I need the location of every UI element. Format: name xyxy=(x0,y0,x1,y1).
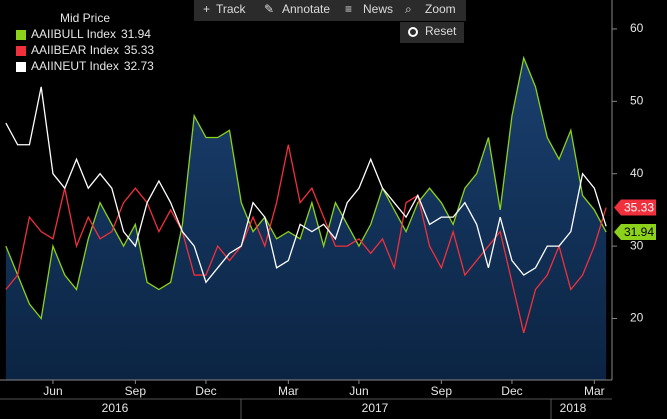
legend-value: 35.33 xyxy=(124,43,154,57)
year-label: 2017 xyxy=(362,401,389,415)
area xyxy=(5,57,607,381)
toolbar-label[interactable]: News xyxy=(363,2,393,16)
y-tick-label: 20 xyxy=(630,311,644,325)
legend-name: AAIIBULL Index xyxy=(31,27,116,41)
legend-swatch xyxy=(16,30,26,40)
legend-value: 31.94 xyxy=(121,27,151,41)
axis-tag xyxy=(614,199,656,216)
line xyxy=(5,144,607,334)
x-tick-label: Sep xyxy=(125,384,147,398)
year-label: 2018 xyxy=(560,401,587,415)
legend-title: Mid Price xyxy=(60,11,110,25)
toolbar-label[interactable]: Track xyxy=(216,2,247,16)
annotate-icon: ✎ xyxy=(264,2,274,16)
legend-value: 32.73 xyxy=(124,59,154,73)
x-tick-label: Jun xyxy=(349,384,368,398)
x-tick-label: Dec xyxy=(501,384,522,398)
reset-button[interactable] xyxy=(400,22,464,43)
y-tick-label: 50 xyxy=(630,94,644,108)
track-icon: + xyxy=(203,2,210,16)
toolbar-label[interactable]: Reset xyxy=(425,24,457,38)
axis-tag-label: 35.33 xyxy=(624,201,654,215)
legend-label: AAIIBULL Index 31.94 xyxy=(31,27,151,41)
y-tick-label: 30 xyxy=(630,238,644,252)
zoom-icon: ⌕ xyxy=(405,2,412,16)
legend-label: AAIIBEAR Index 35.33 xyxy=(31,43,154,57)
toolbar: + ✎ ≡ ⌕ Track Annotate News Zoom Reset xyxy=(194,0,466,43)
y-tick-label: 40 xyxy=(630,166,644,180)
x-tick-label: Dec xyxy=(195,384,216,398)
line xyxy=(5,86,607,284)
toolbar-label[interactable]: Zoom xyxy=(425,2,456,16)
toolbar-background xyxy=(194,0,466,21)
news-icon: ≡ xyxy=(345,2,352,16)
axis-tag xyxy=(614,224,656,241)
line xyxy=(5,55,607,321)
year-label: 2016 xyxy=(102,401,129,415)
legend-label: AAIINEUT Index 32.73 xyxy=(31,59,154,73)
x-tick-label: Jun xyxy=(43,384,62,398)
legend-swatch xyxy=(16,62,26,72)
toolbar-label[interactable]: Annotate xyxy=(282,2,330,16)
x-tick-label: Mar xyxy=(278,384,299,398)
x-tick-label: Sep xyxy=(431,384,453,398)
legend-name: AAIINEUT Index xyxy=(31,59,119,73)
reset-icon xyxy=(408,27,418,37)
x-tick-label: Mar xyxy=(584,384,605,398)
axis-tag-label: 31.94 xyxy=(624,225,654,239)
legend-background xyxy=(8,8,168,80)
y-tick-label: 60 xyxy=(630,21,644,35)
legend-name: AAIIBEAR Index xyxy=(31,43,119,57)
legend-swatch xyxy=(16,46,26,56)
